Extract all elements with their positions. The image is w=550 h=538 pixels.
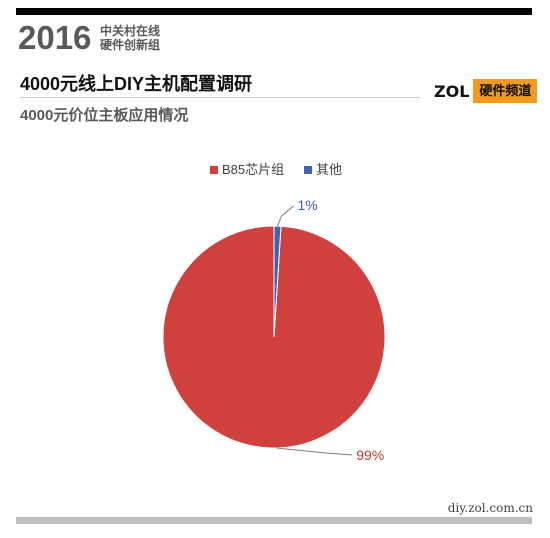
legend-label-0: B85芯片组 [222, 162, 284, 177]
report-title: 4000元线上DIY主机配置调研 [20, 74, 253, 94]
footer-url: diy.zol.com.cn [447, 501, 533, 515]
title-divider [20, 97, 420, 98]
legend-swatch-1 [304, 166, 312, 174]
chart-title: 4000元价位主板应用情况 [20, 107, 189, 124]
pie-slices [162, 225, 386, 449]
zol-logo-text: ZOL [434, 81, 470, 101]
brand-line-1: 中关村在线 [100, 24, 161, 38]
leader-line-1 [277, 205, 294, 227]
data-label-1: 1% [297, 197, 317, 213]
brand-block: 中关村在线 硬件创新组 [100, 24, 160, 52]
brand-line-2: 硬件创新组 [100, 38, 161, 52]
leader-line-0 [276, 447, 353, 456]
legend-swatch-0 [210, 166, 218, 174]
pie-labels: 1% 99% [276, 197, 384, 463]
zol-badge: ZOL 硬件频道 [434, 79, 538, 103]
year-label: 2016 [18, 19, 92, 56]
data-label-0: 99% [356, 447, 384, 463]
legend-label-1: 其他 [316, 162, 342, 177]
bottom-bar [16, 517, 532, 524]
top-bar [16, 8, 532, 15]
chart-legend: B85芯片组 其他 [210, 162, 342, 177]
channel-badge: 硬件频道 [473, 79, 538, 103]
